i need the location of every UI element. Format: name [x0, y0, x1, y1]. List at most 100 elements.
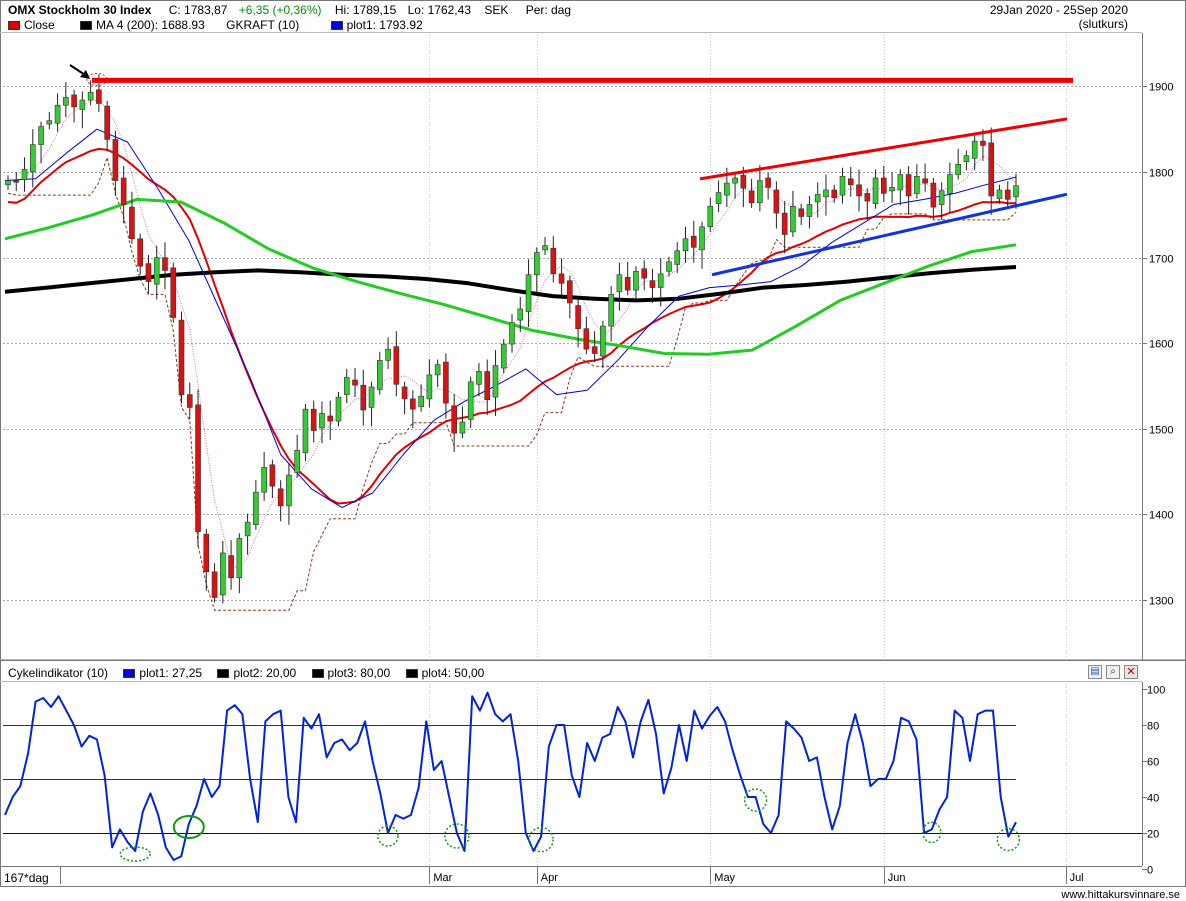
candle-down	[567, 280, 573, 304]
magnify-icon[interactable]: ⌕	[1106, 665, 1120, 679]
series-line	[4, 128, 1017, 509]
candle-down	[277, 488, 284, 507]
signal-circle	[996, 827, 1021, 852]
legend-swatch	[311, 669, 324, 678]
candle-down	[13, 180, 20, 183]
candle-down	[186, 394, 193, 408]
legend-swatch	[80, 21, 93, 30]
candle-down	[905, 174, 912, 197]
currency: SEK	[484, 3, 509, 17]
candle-up	[823, 189, 829, 198]
osc-tick-label: 60	[1147, 757, 1159, 769]
candle-down	[269, 464, 276, 487]
candle-up	[674, 250, 681, 265]
period: Per: dag	[525, 3, 572, 17]
candle-up	[542, 245, 548, 251]
candle-down	[112, 139, 119, 181]
sub-legend: Cykelindikator (10) plot1: 27,25 plot2: …	[8, 666, 484, 680]
interval-label: 167*dag	[4, 871, 49, 885]
candle-up	[294, 449, 300, 473]
main-panel-frame	[0, 0, 1186, 661]
candle-up	[1013, 185, 1019, 198]
candle-down	[781, 212, 788, 235]
month-label: May	[714, 872, 735, 884]
legend-ma200: MA 4 (200): 1688.93	[80, 18, 205, 32]
legend-swatch	[330, 21, 343, 30]
candle-down	[930, 182, 937, 208]
candle-up	[715, 192, 722, 204]
candle-down	[401, 386, 408, 400]
price-tick-label: 1400	[1149, 510, 1173, 522]
price-tick-label: 1300	[1149, 596, 1173, 608]
candle-down	[352, 379, 358, 386]
candle-down	[1004, 189, 1011, 200]
candle-down	[624, 276, 631, 291]
candle-up	[261, 467, 267, 493]
candle-up	[476, 371, 482, 385]
candle-up	[633, 271, 639, 291]
candle-up	[517, 308, 524, 321]
candle-up	[319, 413, 325, 429]
date-range: 29Jan 2020 - 25Sep 2020	[989, 3, 1128, 17]
candle-up	[29, 144, 36, 173]
candle-up	[533, 252, 540, 276]
month-label: Apr	[541, 872, 558, 884]
candle-up	[286, 474, 292, 507]
candle-down	[443, 361, 449, 404]
candle-down	[451, 405, 457, 434]
signal-circle	[528, 826, 554, 853]
candle-up	[955, 163, 961, 175]
candle-down	[575, 305, 581, 329]
candle-up	[87, 92, 94, 101]
signal-circle	[172, 815, 205, 839]
candle-up	[914, 175, 920, 194]
sub-panel-frame	[0, 660, 1186, 887]
signal-circle	[119, 846, 151, 862]
candle-up	[682, 238, 689, 252]
sub-legend-plot1: plot1: 27,25	[123, 666, 202, 680]
candle-up	[947, 174, 953, 194]
candle-up	[79, 99, 86, 110]
close-icon[interactable]: ✕	[1124, 665, 1138, 679]
osc-tick-label: 20	[1147, 829, 1159, 841]
candle-up	[814, 193, 821, 203]
candle-down	[649, 280, 656, 288]
price-tick-label: 1700	[1149, 254, 1173, 266]
peak-marker	[86, 73, 108, 87]
trailing-stop-line	[7, 155, 1017, 611]
candle-down	[740, 175, 747, 189]
candle-up	[377, 360, 383, 390]
month-label: Jun	[888, 872, 906, 884]
candle-down	[120, 177, 127, 205]
candle-down	[550, 247, 557, 275]
chart-header: OMX Stockholm 30 Index C: 1783,87 +6,35 …	[8, 3, 571, 17]
price-tick-label: 1600	[1149, 339, 1173, 351]
candle-up	[236, 538, 243, 579]
osc-line	[4, 691, 1017, 861]
candle-down	[847, 178, 854, 186]
sub-legend-plot3: plot3: 80,00	[311, 666, 390, 680]
candle-up	[657, 273, 664, 288]
doc-icon[interactable]: ▤	[1088, 665, 1102, 679]
candle-up	[302, 408, 309, 454]
candle-down	[641, 268, 647, 279]
candle-down	[195, 404, 201, 532]
candle-down	[748, 190, 755, 204]
candle-down	[690, 235, 697, 248]
candle-down	[591, 346, 598, 354]
candle-up	[385, 348, 391, 361]
candle-down	[162, 257, 168, 271]
candle-down	[203, 533, 210, 573]
candle-up	[500, 343, 507, 369]
signal-circle	[922, 821, 942, 844]
candle-down	[831, 189, 838, 198]
candle-up	[5, 180, 11, 186]
candle-up	[757, 180, 763, 204]
candle-down	[798, 208, 804, 217]
candle-up	[467, 381, 474, 420]
candle-up	[707, 205, 714, 228]
candle-up	[996, 189, 1003, 199]
candle-down	[145, 263, 152, 282]
